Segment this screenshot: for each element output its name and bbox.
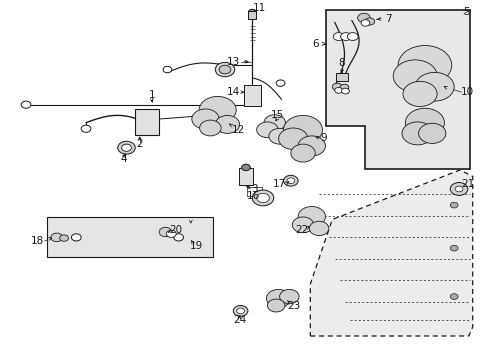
Bar <box>248 12 256 19</box>
Circle shape <box>60 235 68 241</box>
Circle shape <box>449 202 457 208</box>
Circle shape <box>199 96 236 124</box>
Circle shape <box>405 108 444 137</box>
Circle shape <box>279 289 299 304</box>
Circle shape <box>360 20 369 26</box>
Circle shape <box>339 84 348 91</box>
Circle shape <box>292 217 313 233</box>
Text: 16: 16 <box>246 191 259 201</box>
Text: 11: 11 <box>252 3 265 13</box>
Polygon shape <box>326 10 469 169</box>
Circle shape <box>364 18 374 25</box>
Circle shape <box>163 66 171 73</box>
Circle shape <box>298 207 325 226</box>
Circle shape <box>334 87 342 93</box>
Circle shape <box>51 233 62 242</box>
Circle shape <box>401 122 432 145</box>
Text: 15: 15 <box>270 111 284 121</box>
Circle shape <box>454 186 462 192</box>
Circle shape <box>276 80 285 86</box>
Circle shape <box>267 299 285 312</box>
Circle shape <box>268 129 290 144</box>
Text: 2: 2 <box>136 139 142 149</box>
Circle shape <box>392 60 436 92</box>
Circle shape <box>252 190 273 206</box>
Circle shape <box>118 141 135 154</box>
Circle shape <box>309 221 328 235</box>
Circle shape <box>397 45 451 85</box>
Text: 7: 7 <box>384 14 391 24</box>
Circle shape <box>283 175 298 186</box>
Text: 23: 23 <box>287 301 300 311</box>
Circle shape <box>256 193 269 203</box>
Circle shape <box>402 81 436 107</box>
Circle shape <box>236 308 244 314</box>
Text: 5: 5 <box>462 7 468 17</box>
Text: 21: 21 <box>460 179 473 189</box>
Text: 6: 6 <box>311 39 318 49</box>
Text: 13: 13 <box>226 57 240 67</box>
Text: 20: 20 <box>169 225 183 235</box>
Circle shape <box>173 234 183 241</box>
Circle shape <box>449 245 457 251</box>
Text: 9: 9 <box>320 133 326 143</box>
Text: 14: 14 <box>226 87 240 97</box>
Text: 8: 8 <box>338 58 345 68</box>
Circle shape <box>332 33 343 41</box>
Circle shape <box>340 33 350 41</box>
Text: 19: 19 <box>190 241 203 251</box>
Circle shape <box>449 183 467 195</box>
Text: 24: 24 <box>232 315 246 325</box>
Circle shape <box>81 125 91 132</box>
Circle shape <box>166 230 176 237</box>
Circle shape <box>331 83 341 90</box>
Text: 1: 1 <box>148 90 155 100</box>
Bar <box>135 109 159 135</box>
Circle shape <box>341 88 348 94</box>
Text: 4: 4 <box>120 154 126 164</box>
Text: 12: 12 <box>231 125 245 135</box>
Circle shape <box>286 178 294 184</box>
Circle shape <box>233 306 247 316</box>
Circle shape <box>215 116 239 134</box>
Circle shape <box>266 289 290 307</box>
Circle shape <box>159 227 171 237</box>
Circle shape <box>21 101 31 108</box>
Circle shape <box>241 164 250 171</box>
Circle shape <box>449 294 457 300</box>
Circle shape <box>256 122 278 138</box>
Circle shape <box>248 9 256 15</box>
Circle shape <box>346 33 357 41</box>
Bar <box>246 187 261 196</box>
Polygon shape <box>310 170 472 336</box>
Circle shape <box>357 13 369 23</box>
Text: 10: 10 <box>460 87 473 97</box>
Circle shape <box>298 136 325 156</box>
Text: 18: 18 <box>31 236 44 246</box>
Circle shape <box>219 65 230 74</box>
Circle shape <box>199 120 221 136</box>
Circle shape <box>191 109 219 129</box>
Circle shape <box>418 123 445 143</box>
Text: 17: 17 <box>272 179 285 189</box>
Bar <box>47 217 212 257</box>
Text: 3: 3 <box>250 184 257 194</box>
Circle shape <box>122 144 131 151</box>
Circle shape <box>414 72 453 101</box>
Circle shape <box>283 116 322 144</box>
Circle shape <box>215 62 234 77</box>
Circle shape <box>290 144 315 162</box>
Bar <box>243 85 261 107</box>
Text: 22: 22 <box>295 225 308 235</box>
Circle shape <box>71 234 81 241</box>
Circle shape <box>278 128 307 149</box>
Bar <box>238 168 253 185</box>
Circle shape <box>264 115 285 131</box>
Bar <box>335 73 347 81</box>
